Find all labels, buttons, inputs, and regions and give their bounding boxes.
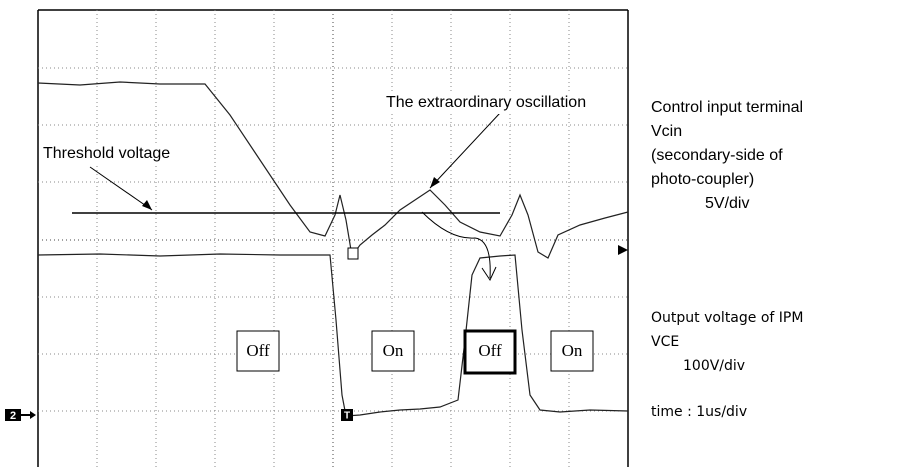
oscillation-arrow — [430, 113, 500, 188]
state-label: Off — [478, 341, 502, 360]
state-label: On — [562, 341, 583, 360]
legend-text: photo-coupler) — [651, 171, 754, 188]
trigger-label: T — [344, 411, 350, 422]
arrowhead — [142, 200, 152, 210]
level-marker — [618, 245, 628, 255]
legend-text: Vcin — [651, 123, 682, 140]
legend-text: Output voltage of IPM — [651, 310, 803, 326]
channel-label: 2 — [10, 410, 16, 422]
scope-diagram: Off On Off On T 2 The extraordinary osci… — [0, 0, 923, 467]
legend-text: 5V/div — [705, 195, 749, 212]
trigger-box — [348, 248, 358, 259]
arrowhead — [482, 267, 496, 280]
legend-text: time : 1us/div — [651, 404, 747, 420]
legend-text: (secondary-side of — [651, 147, 783, 164]
legend-text: 100V/div — [683, 358, 745, 374]
threshold-label: Threshold voltage — [43, 145, 170, 162]
state-label: On — [383, 341, 404, 360]
legend-text: Control input terminal — [651, 99, 803, 116]
legend-text: VCE — [651, 334, 679, 350]
transition-arrow — [422, 212, 490, 278]
scope-grid — [38, 10, 628, 467]
oscillation-label: The extraordinary oscillation — [386, 94, 586, 111]
state-label: Off — [246, 341, 270, 360]
threshold-arrow — [90, 167, 152, 210]
arrowhead — [30, 411, 36, 419]
